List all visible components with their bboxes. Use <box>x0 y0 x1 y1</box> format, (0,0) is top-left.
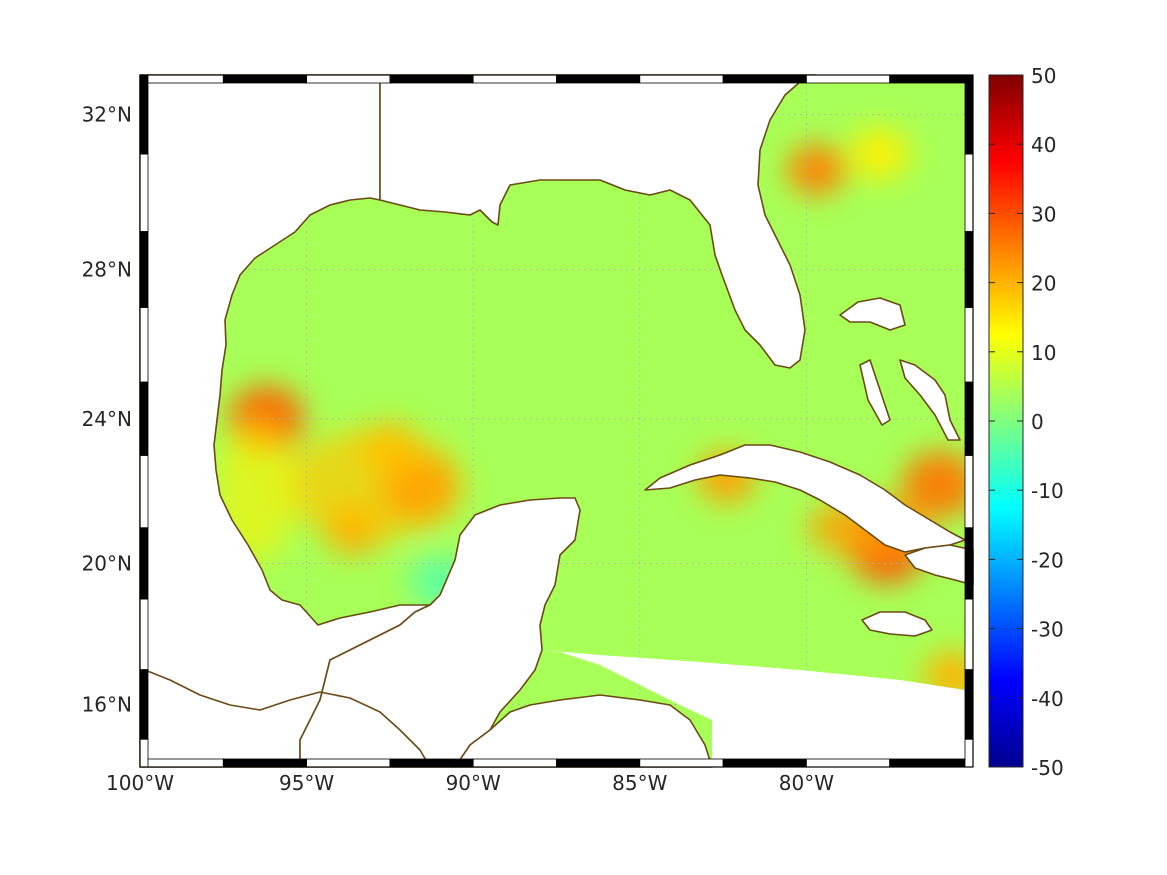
lat-tick-label: 20°N <box>82 551 132 575</box>
colorbar-tick-label: -50 <box>1031 756 1064 780</box>
frame-segment-bottom <box>472 758 557 768</box>
lat-tick-label: 24°N <box>82 407 132 431</box>
colorbar-tick-label: -30 <box>1031 618 1064 642</box>
frame-segment-left <box>139 231 149 308</box>
coastline-jamaica <box>861 611 933 637</box>
lat-tick-label: 32°N <box>82 103 132 127</box>
coastline-cuba <box>644 444 966 553</box>
colorbar-tick-label: -40 <box>1031 687 1064 711</box>
coastlines <box>139 74 974 768</box>
lon-tick-label: 95°W <box>279 771 334 795</box>
frame-segment-left <box>139 598 149 670</box>
lat-tick-label: 16°N <box>82 693 132 717</box>
frame-segment-right <box>964 669 974 740</box>
frame-segment-top <box>639 74 724 84</box>
frame-segment-right <box>964 231 974 308</box>
frame-segment-left <box>139 454 149 529</box>
colorbar-tick-label: 10 <box>1031 341 1056 365</box>
frame-segment-bottom <box>806 758 891 768</box>
lat-tick-label: 28°N <box>82 258 132 282</box>
colorbar-tick-label: 40 <box>1031 133 1056 157</box>
frame-segment-right <box>964 454 974 529</box>
colorbar-tick-label: -20 <box>1031 548 1064 572</box>
frame-segment-top <box>222 74 308 84</box>
coastline-bahamas-2 <box>859 359 891 426</box>
frame-segment-left <box>139 669 149 740</box>
field-warm-region <box>283 429 464 540</box>
frame-segment-right <box>964 307 974 383</box>
lon-tick-label: 100°W <box>106 771 174 795</box>
frame-segment-bottom <box>222 758 308 768</box>
frame-segment-left <box>139 74 149 155</box>
lon-tick-label: 80°W <box>779 771 834 795</box>
colorbar: 50 40 30 20 10 0 -10 -20 -30 -40 -50 <box>988 64 1064 780</box>
frame-segment-top <box>472 74 557 84</box>
frame-segment-right <box>964 74 974 155</box>
frame-segment-left <box>139 527 149 600</box>
colorbar-tick-label: 50 <box>1031 64 1056 88</box>
field-anomaly-6 <box>849 128 910 181</box>
colorbar-tick-label: -10 <box>1031 479 1064 503</box>
frame-segment-top <box>556 74 641 84</box>
coastline-bahamas-3 <box>899 359 961 441</box>
latitude-tick-labels: 32°N 28°N 24°N 20°N 16°N <box>82 103 132 717</box>
longitude-tick-labels: 100°W 95°W 90°W 85°W 80°W <box>106 771 834 795</box>
lon-tick-label: 85°W <box>612 771 667 795</box>
colorbar-tick-label: 0 <box>1031 410 1044 434</box>
coastline-central-america <box>454 694 713 768</box>
frame-segment-left <box>139 153 149 232</box>
map-frame <box>139 74 974 768</box>
frame-segment-top <box>306 74 391 84</box>
field-anomaly-7 <box>786 143 847 196</box>
frame-segment-right <box>964 153 974 232</box>
lon-tick-label: 90°W <box>446 771 501 795</box>
frame-segment-right <box>964 381 974 456</box>
frame-segment-bottom <box>556 758 641 768</box>
frame-segment-bottom <box>389 758 474 768</box>
coastline-bahamas-1 <box>839 297 906 331</box>
colorbar-tick-label: 20 <box>1031 272 1056 296</box>
frame-segment-right <box>964 598 974 670</box>
frame-segment-bottom <box>139 758 224 768</box>
field-anomaly-9 <box>901 450 973 519</box>
coastline-us-gulf <box>379 74 816 369</box>
frame-segment-bottom <box>306 758 391 768</box>
frame-segment-top <box>889 74 974 84</box>
frame-segment-left <box>139 307 149 383</box>
frame-segment-top <box>806 74 891 84</box>
coastline-yucatan <box>299 497 581 768</box>
frame-border <box>139 74 974 768</box>
frame-segment-top <box>139 74 224 84</box>
frame-segment-bottom <box>889 758 974 768</box>
frame-segment-right <box>964 527 974 600</box>
frame-segment-left <box>139 381 149 456</box>
colorbar-ticks: 50 40 30 20 10 0 -10 -20 -30 -40 -50 <box>989 64 1064 780</box>
frame-segment-top <box>389 74 474 84</box>
colorbar-tick-label: 30 <box>1031 202 1056 226</box>
frame-segment-bottom <box>639 758 724 768</box>
frame-segment-top <box>722 74 807 84</box>
frame-segment-bottom <box>722 758 807 768</box>
